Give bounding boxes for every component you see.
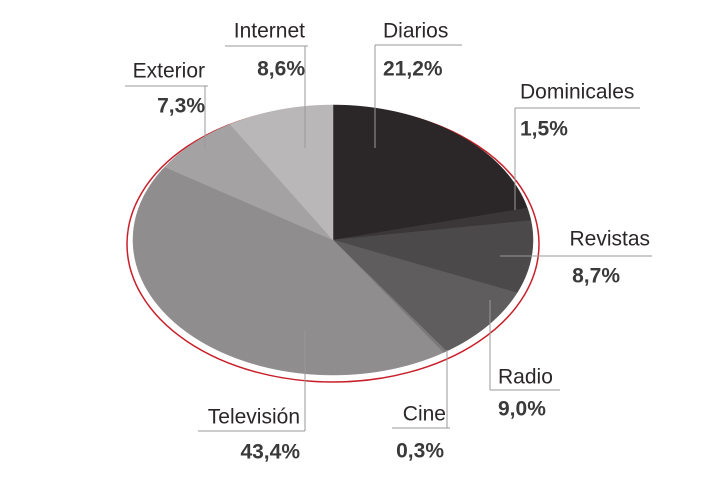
- value-label: 0,3%: [396, 440, 444, 463]
- pie-slice: [164, 123, 334, 241]
- value-label: 1,5%: [520, 118, 568, 141]
- slice-label: Televisión: [208, 406, 300, 429]
- value-label: 9,0%: [498, 398, 546, 421]
- value-label: 43,4%: [240, 441, 300, 464]
- pie-slice: [332, 239, 518, 352]
- pie-slice: [132, 166, 444, 376]
- value-label: 21,2%: [383, 58, 443, 81]
- pie-slice: [229, 104, 334, 241]
- value-label: 7,3%: [157, 95, 205, 118]
- slice-label: Exterior: [133, 60, 205, 83]
- slice-label: Revistas: [569, 228, 650, 251]
- slice-label: Diarios: [383, 20, 448, 43]
- pie-slice: [332, 220, 534, 294]
- value-label: 8,7%: [572, 265, 620, 288]
- slice-label: Cine: [403, 403, 446, 426]
- slice-label: Radio: [498, 366, 553, 389]
- value-label: 8,6%: [257, 58, 305, 81]
- slice-label: Dominicales: [520, 81, 634, 104]
- pie-slice: [332, 104, 528, 241]
- slice-label: Internet: [234, 20, 305, 43]
